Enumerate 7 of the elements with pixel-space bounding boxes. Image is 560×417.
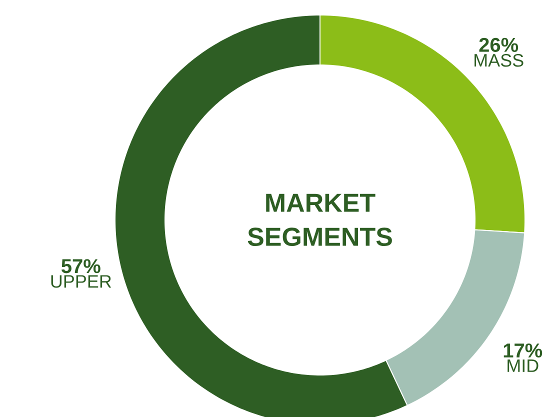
data-label: 57% (62, 259, 100, 274)
text: MARKET SEGMENTS (248, 194, 392, 246)
slice-label: MASS (474, 54, 524, 67)
slice-label: UPPER (51, 275, 112, 288)
slice-label: MID (508, 360, 538, 372)
data-label: 17% (504, 343, 542, 358)
data-label: 26% (479, 38, 518, 52)
